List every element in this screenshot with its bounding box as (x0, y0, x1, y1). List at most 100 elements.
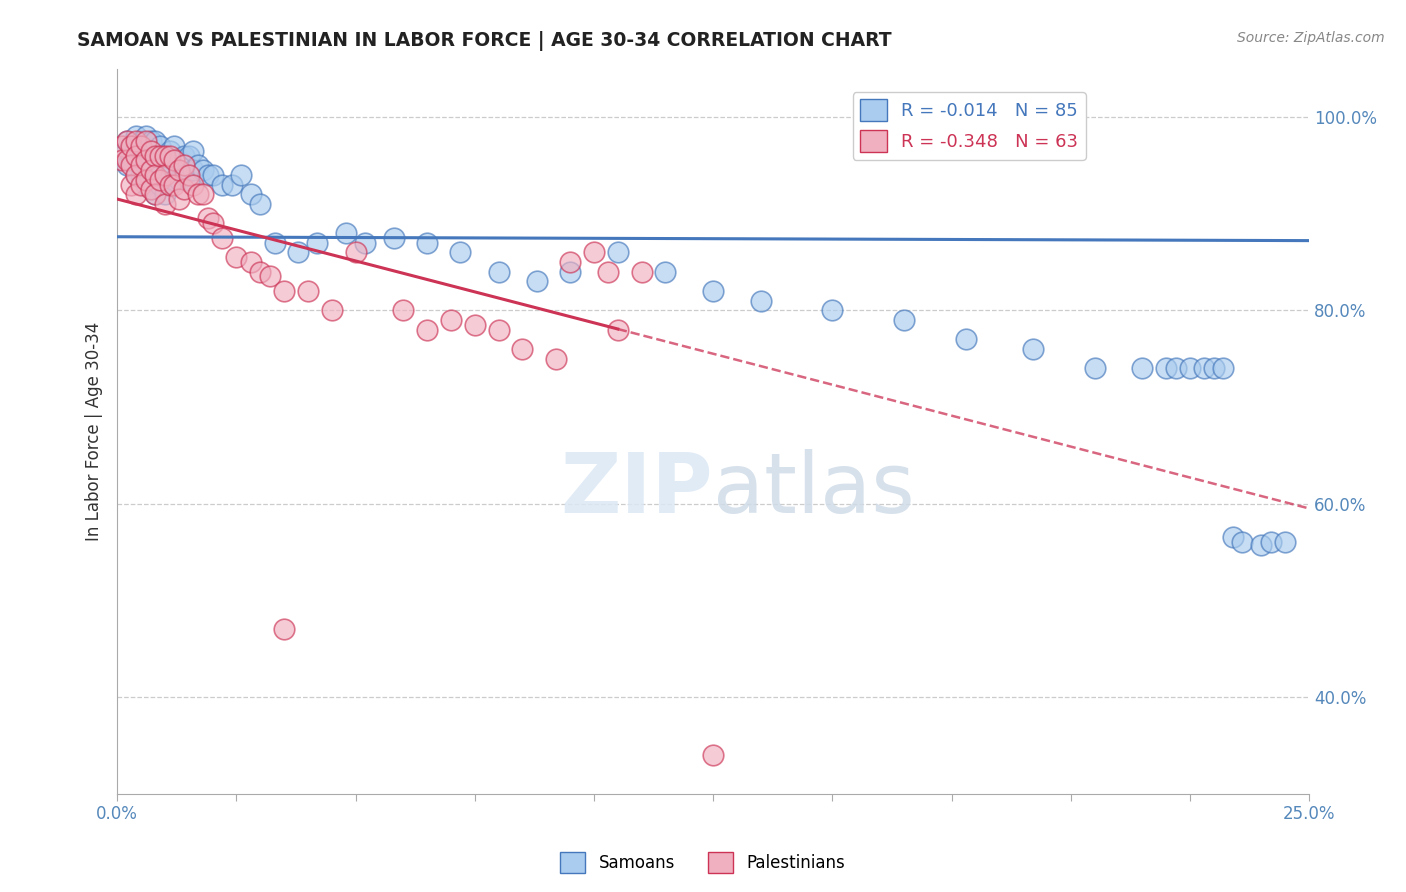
Point (201, 168, 224, 182)
Point (135, 178, 157, 192)
Point (416, 322, 439, 336)
Point (139, 182, 162, 196)
Point (183, 144, 205, 158)
Point (121, 139, 143, 153)
Point (1260, 535, 1282, 549)
Point (191, 163, 214, 178)
Point (135, 158, 157, 172)
Point (1154, 361, 1177, 376)
Point (1021, 342, 1043, 356)
Point (598, 264, 620, 278)
Point (159, 178, 181, 192)
Point (197, 168, 219, 182)
Point (512, 342, 534, 356)
Point (1202, 361, 1225, 376)
Point (177, 168, 200, 182)
Point (335, 226, 357, 240)
Point (121, 139, 143, 153)
Point (173, 168, 195, 182)
Point (183, 178, 205, 192)
Point (197, 211, 219, 226)
Point (159, 144, 181, 158)
Point (125, 129, 148, 144)
Point (167, 172, 190, 186)
Point (231, 168, 253, 182)
Point (139, 144, 162, 158)
Point (163, 153, 186, 168)
Point (273, 623, 295, 637)
Point (115, 134, 138, 148)
Point (307, 235, 329, 250)
Point (464, 318, 486, 332)
Point (111, 153, 134, 168)
Point (249, 197, 271, 211)
Point (893, 313, 915, 327)
Point (153, 187, 176, 202)
Point (139, 148, 162, 162)
Point (129, 139, 152, 153)
Point (440, 313, 463, 327)
Point (135, 172, 157, 186)
Point (416, 235, 439, 250)
Point (135, 153, 157, 168)
Point (115, 153, 138, 168)
Point (139, 163, 162, 178)
Point (153, 197, 176, 211)
Text: ZIP: ZIP (561, 449, 713, 530)
Point (167, 153, 190, 168)
Point (273, 284, 295, 298)
Point (121, 178, 143, 192)
Point (135, 129, 157, 144)
Legend: Samoans, Palestinians: Samoans, Palestinians (554, 846, 852, 880)
Point (135, 134, 157, 148)
Point (163, 139, 186, 153)
Point (173, 158, 195, 172)
Point (630, 264, 652, 278)
Point (526, 274, 548, 288)
Point (139, 182, 162, 196)
Point (139, 134, 162, 148)
Point (129, 148, 152, 162)
Point (488, 322, 510, 336)
Point (955, 332, 977, 346)
Point (558, 255, 581, 269)
Point (177, 148, 200, 162)
Point (201, 216, 224, 230)
Point (239, 187, 262, 202)
Point (749, 293, 772, 308)
Point (153, 168, 176, 182)
Text: Source: ZipAtlas.com: Source: ZipAtlas.com (1237, 31, 1385, 45)
Point (163, 172, 186, 186)
Point (287, 245, 309, 260)
Point (1164, 361, 1187, 376)
Point (129, 134, 152, 148)
Point (1192, 361, 1215, 376)
Point (163, 153, 186, 168)
Point (1274, 535, 1296, 549)
Point (139, 163, 162, 178)
Point (544, 351, 567, 366)
Point (558, 264, 581, 278)
Point (1083, 361, 1105, 376)
Point (344, 245, 367, 260)
Point (143, 168, 166, 182)
Text: atlas: atlas (713, 449, 915, 530)
Point (153, 168, 176, 182)
Point (249, 264, 271, 278)
Point (149, 178, 172, 192)
Point (135, 144, 157, 158)
Point (606, 322, 628, 336)
Point (159, 148, 181, 162)
Point (111, 148, 134, 162)
Point (129, 168, 152, 182)
Point (1232, 535, 1254, 549)
Point (149, 139, 172, 153)
Point (702, 284, 724, 298)
Point (187, 158, 209, 172)
Point (115, 158, 138, 172)
Point (1130, 361, 1153, 376)
Point (821, 303, 844, 318)
Point (211, 231, 233, 245)
Point (183, 163, 205, 178)
Point (121, 153, 143, 168)
